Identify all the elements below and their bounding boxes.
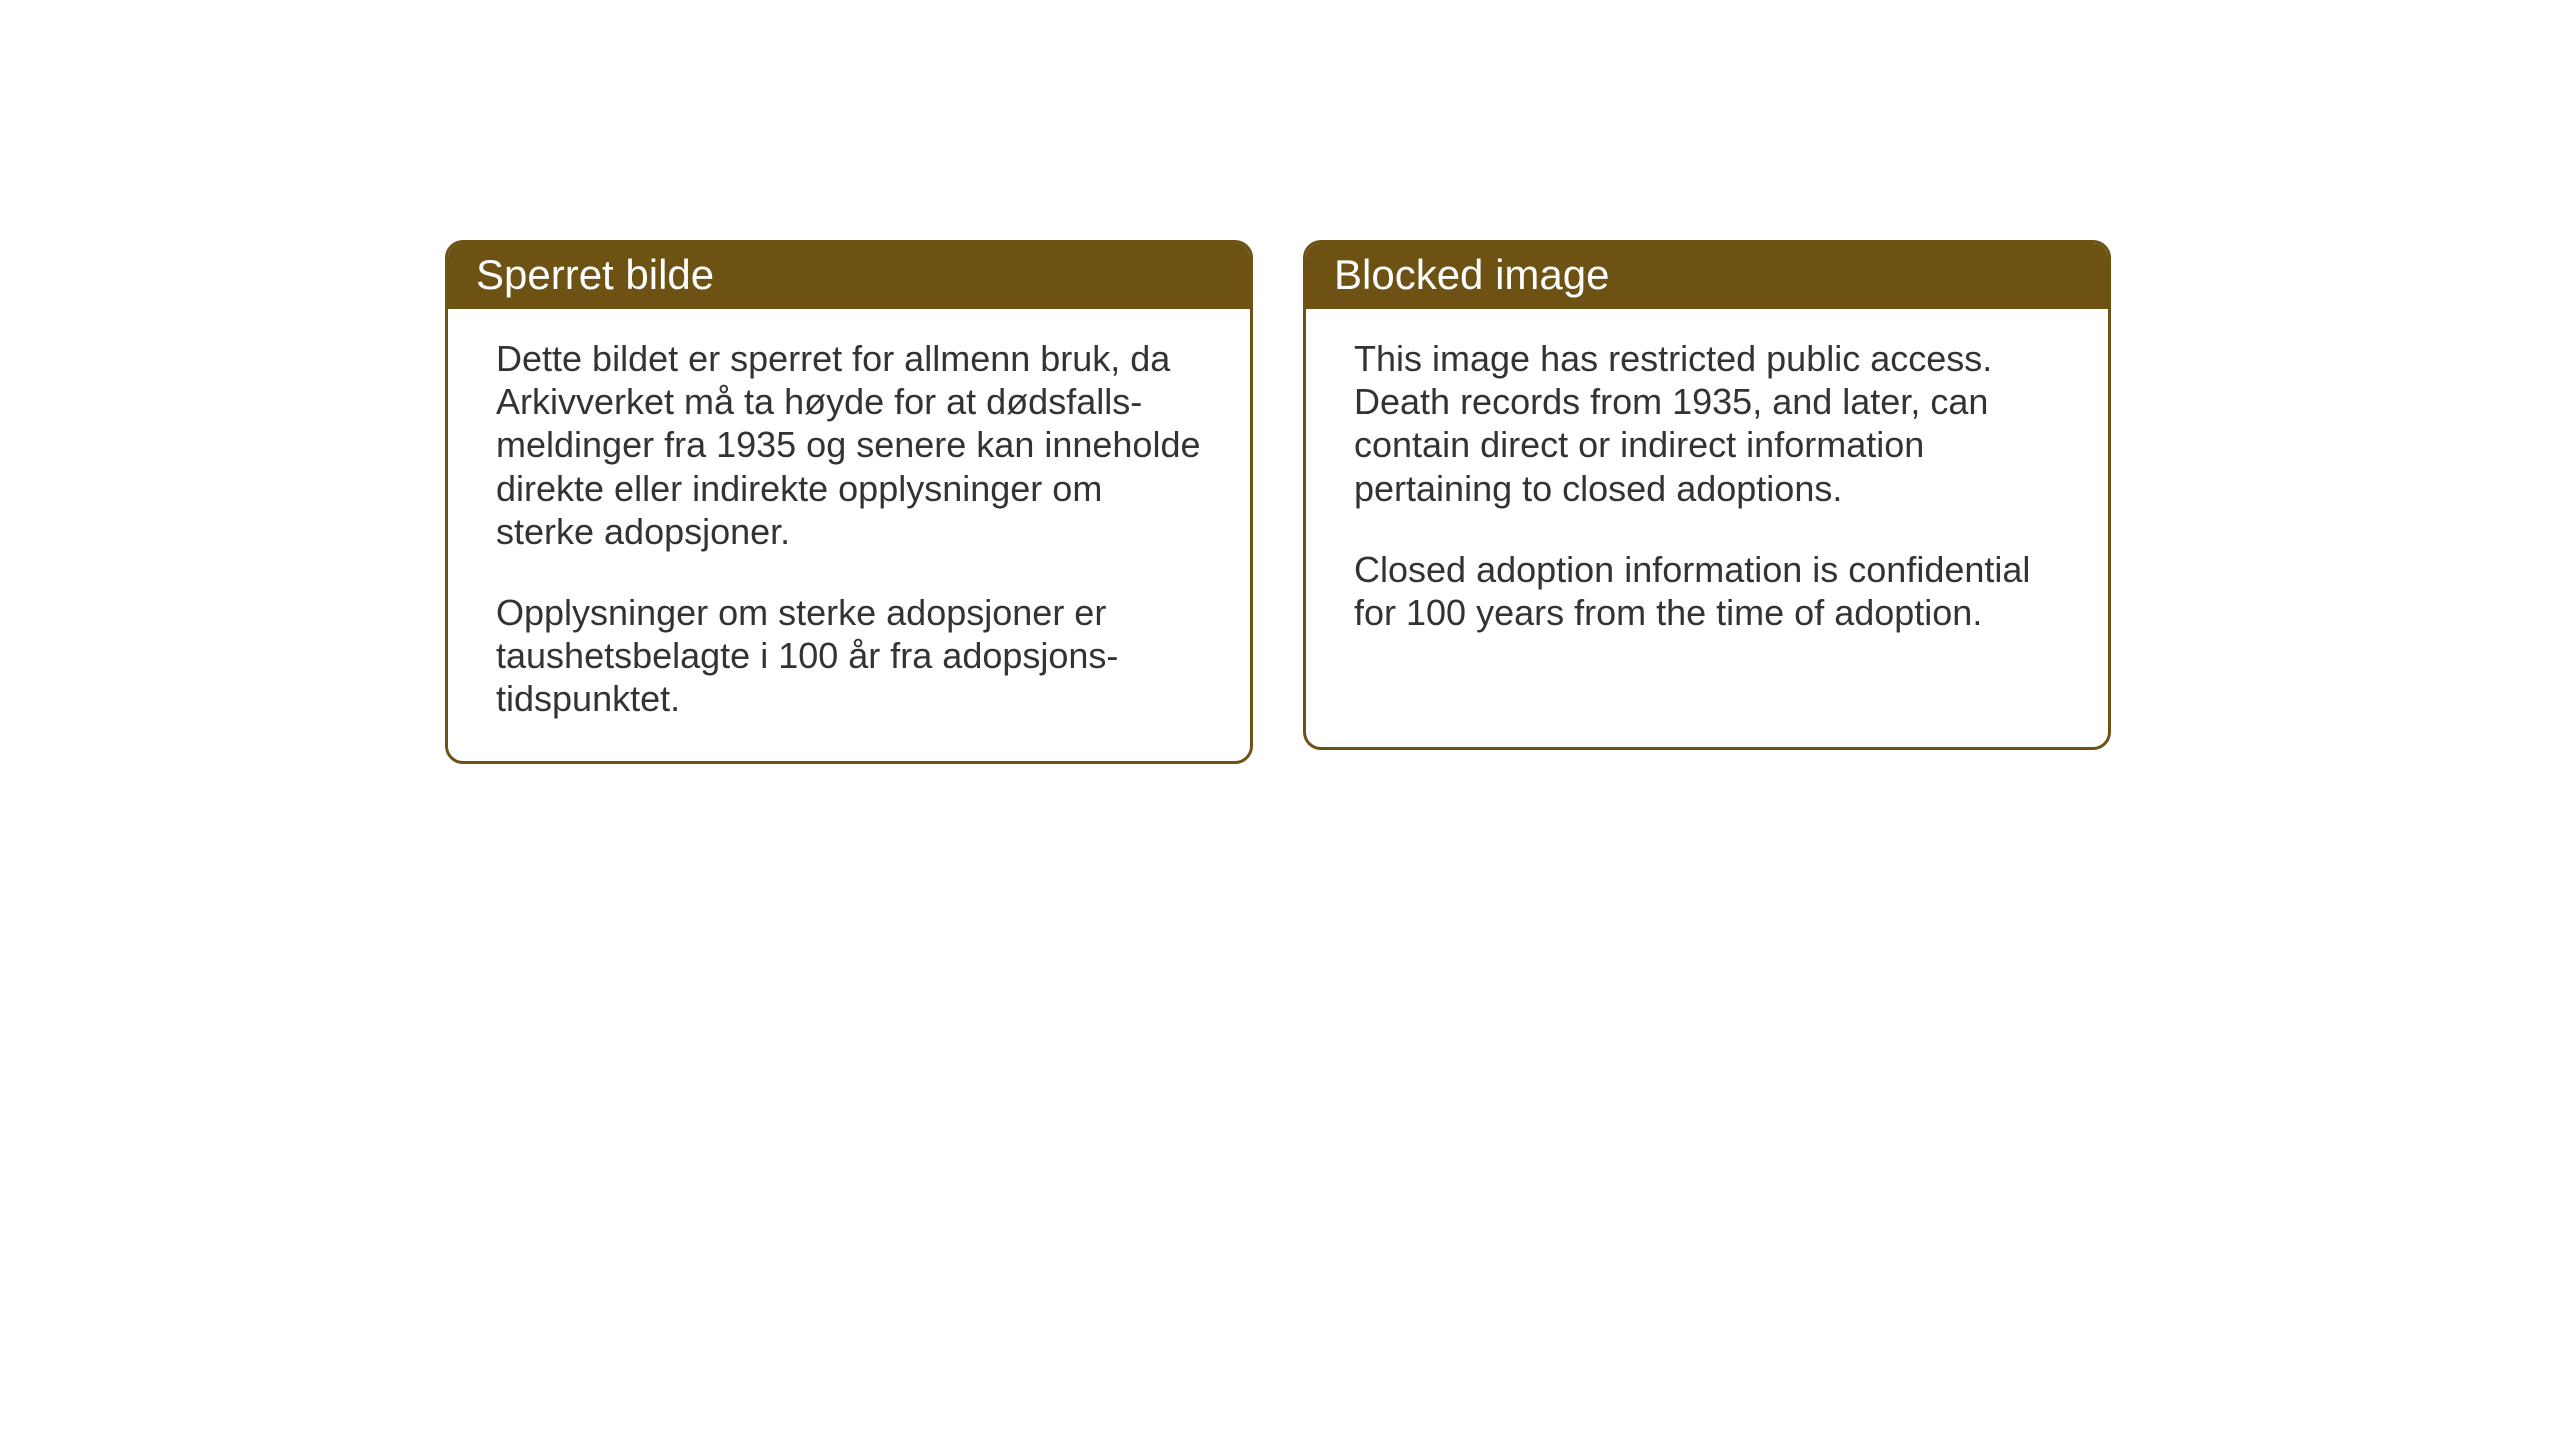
english-paragraph-2: Closed adoption information is confident… — [1354, 548, 2060, 634]
english-paragraph-1: This image has restricted public access.… — [1354, 337, 2060, 510]
english-card-body: This image has restricted public access.… — [1306, 309, 2108, 674]
english-notice-card: Blocked image This image has restricted … — [1303, 240, 2111, 750]
notice-cards-container: Sperret bilde Dette bildet er sperret fo… — [445, 240, 2111, 764]
norwegian-paragraph-2: Opplysninger om sterke adopsjoner er tau… — [496, 591, 1202, 721]
norwegian-notice-card: Sperret bilde Dette bildet er sperret fo… — [445, 240, 1253, 764]
english-card-title: Blocked image — [1306, 243, 2108, 309]
norwegian-paragraph-1: Dette bildet er sperret for allmenn bruk… — [496, 337, 1202, 553]
norwegian-card-body: Dette bildet er sperret for allmenn bruk… — [448, 309, 1250, 761]
norwegian-card-title: Sperret bilde — [448, 243, 1250, 309]
